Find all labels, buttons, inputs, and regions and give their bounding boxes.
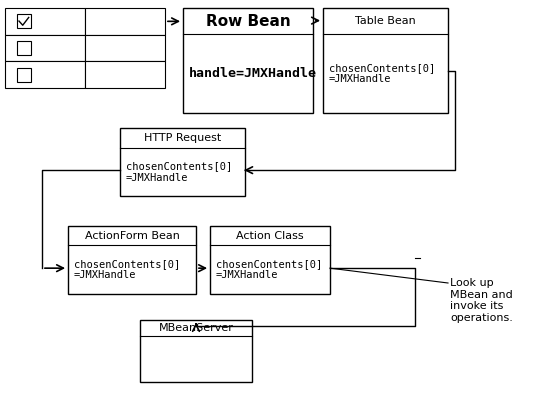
Bar <box>210 226 330 294</box>
Text: Action Class: Action Class <box>236 230 304 240</box>
Bar <box>17 15 31 28</box>
Bar <box>17 68 31 82</box>
Text: chosenContents[0]
=JMXHandle: chosenContents[0] =JMXHandle <box>329 63 435 84</box>
Bar <box>5 35 85 61</box>
Bar <box>120 128 245 196</box>
Bar <box>85 61 165 88</box>
Text: chosenContents[0]
=JMXHandle: chosenContents[0] =JMXHandle <box>126 162 232 183</box>
Bar <box>17 41 31 55</box>
Text: ActionForm Bean: ActionForm Bean <box>84 230 180 240</box>
Text: Table Bean: Table Bean <box>355 16 416 26</box>
Bar <box>85 8 165 35</box>
Text: HTTP Request: HTTP Request <box>144 133 221 143</box>
Bar <box>183 8 313 113</box>
Bar <box>68 226 196 294</box>
Text: chosenContents[0]
=JMXHandle: chosenContents[0] =JMXHandle <box>74 259 180 280</box>
Text: MBeanServer: MBeanServer <box>158 323 233 333</box>
Bar <box>140 320 252 382</box>
Bar <box>5 8 85 35</box>
Bar <box>323 8 448 113</box>
Text: chosenContents[0]
=JMXHandle: chosenContents[0] =JMXHandle <box>216 259 322 280</box>
Text: Row Bean: Row Bean <box>206 14 290 29</box>
Bar <box>5 61 85 88</box>
Bar <box>85 35 165 61</box>
Text: handle=JMXHandle: handle=JMXHandle <box>189 67 317 80</box>
Text: Look up
MBean and
invoke its
operations.: Look up MBean and invoke its operations. <box>450 278 513 323</box>
